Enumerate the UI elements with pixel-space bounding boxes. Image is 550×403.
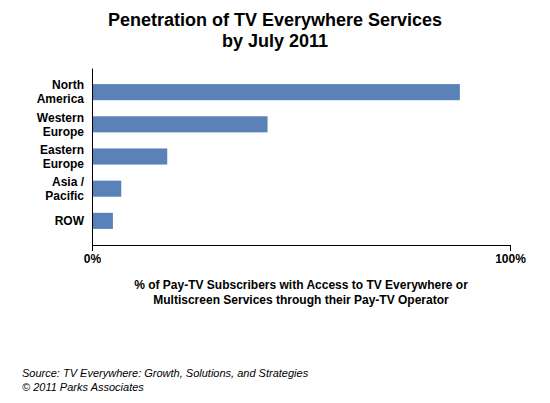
x-axis-title-line: % of Pay-TV Subscribers with Access to T… bbox=[134, 278, 468, 292]
y-tick-label-line: Europe bbox=[43, 125, 85, 139]
y-tick-label-line: Europe bbox=[43, 157, 85, 171]
y-tick-label: ROW bbox=[55, 214, 85, 228]
source: Source: TV Everywhere: Growth, Solutions… bbox=[22, 367, 309, 393]
y-tick: NorthAmerica bbox=[37, 78, 85, 106]
plot: 0%100%NorthAmericaWesternEuropeEasternEu… bbox=[37, 69, 527, 266]
x-tick-label: 0% bbox=[84, 252, 102, 266]
y-axis: NorthAmericaWesternEuropeEasternEuropeAs… bbox=[37, 69, 93, 246]
y-tick-label: Asia /Pacific bbox=[45, 175, 84, 203]
y-tick-label-line: North bbox=[52, 78, 84, 92]
y-tick-label-line: America bbox=[37, 92, 85, 106]
y-axis-line bbox=[92, 69, 93, 246]
y-tick: WesternEurope bbox=[37, 111, 84, 139]
bars bbox=[92, 84, 460, 229]
y-tick-label-line: Pacific bbox=[45, 189, 84, 203]
title: Penetration of TV Everywhere Servicesby … bbox=[108, 10, 442, 51]
x-axis-title-line: Multiscreen Services through their Pay-T… bbox=[153, 293, 449, 307]
title-line: Penetration of TV Everywhere Services bbox=[108, 10, 442, 30]
y-tick-label-line: Asia / bbox=[52, 175, 85, 189]
x-tick-label: 100% bbox=[495, 252, 526, 266]
bar bbox=[92, 84, 460, 100]
x-axis: 0% 100% bbox=[84, 245, 526, 266]
x-axis-title: % of Pay-TV Subscribers with Access to T… bbox=[134, 278, 468, 307]
source-line: © 2011 Parks Associates bbox=[22, 381, 144, 393]
x-tick-mark bbox=[92, 245, 93, 251]
bar bbox=[92, 181, 121, 197]
y-tick: ROW bbox=[55, 214, 85, 228]
y-tick-label-line: ROW bbox=[55, 214, 85, 228]
bar bbox=[92, 116, 268, 132]
bar bbox=[92, 148, 167, 164]
x-tick: 100% bbox=[495, 245, 526, 266]
y-tick-label-line: Western bbox=[37, 111, 84, 125]
y-tick-label-line: Eastern bbox=[40, 143, 84, 157]
bar bbox=[92, 213, 113, 229]
y-tick: Asia /Pacific bbox=[45, 175, 84, 203]
x-tick-mark bbox=[510, 245, 511, 251]
y-tick-label: EasternEurope bbox=[40, 143, 84, 171]
chart: 0%100%NorthAmericaWesternEuropeEasternEu… bbox=[0, 0, 550, 403]
title-line: by July 2011 bbox=[222, 31, 328, 51]
source-line: Source: TV Everywhere: Growth, Solutions… bbox=[22, 367, 309, 379]
y-tick: EasternEurope bbox=[40, 143, 84, 171]
y-tick-label: NorthAmerica bbox=[37, 78, 85, 106]
y-tick-label: WesternEurope bbox=[37, 111, 84, 139]
x-tick: 0% bbox=[84, 245, 102, 266]
x-axis-line bbox=[93, 246, 511, 252]
